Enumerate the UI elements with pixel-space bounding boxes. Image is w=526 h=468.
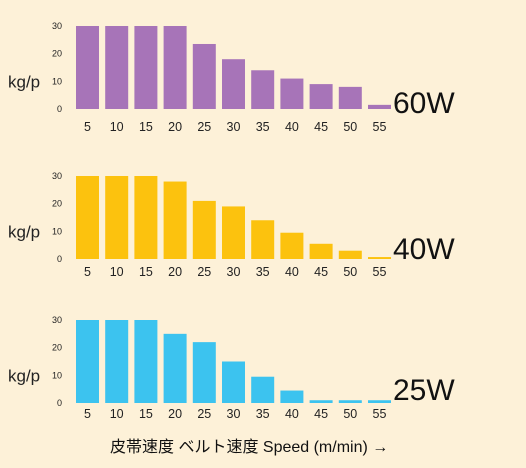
bar [280, 232, 304, 259]
x-tick-label: 45 [314, 265, 328, 279]
x-tick-label: 15 [139, 120, 153, 134]
chart-panel-25W: kg/p 0 10 20 30 5 10 15 20 25 30 35 40 45 50 55 25W [8, 315, 455, 421]
bar [163, 333, 187, 403]
x-tick-label: 15 [139, 407, 153, 421]
x-tick-label: 20 [168, 265, 182, 279]
bar [105, 320, 129, 403]
y-tick-label: 20 [52, 343, 62, 353]
x-tick-label: 35 [256, 120, 270, 134]
bar [134, 176, 158, 259]
wattage-label: 60W [393, 87, 455, 120]
bar [222, 206, 245, 259]
wattage-label: 25W [393, 374, 455, 407]
x-tick-label: 50 [343, 120, 357, 134]
bar [251, 220, 275, 259]
bar [309, 400, 333, 403]
x-tick-label: 45 [314, 120, 328, 134]
chart-panel-60W: kg/p 0 10 20 30 5 10 15 20 25 30 35 40 45 50 55 60W [8, 21, 455, 134]
bar [251, 376, 275, 403]
bar [105, 26, 129, 109]
y-tick-label: 20 [52, 199, 62, 209]
x-tick-label: 5 [84, 120, 91, 134]
x-tick-label: 50 [343, 407, 357, 421]
x-tick-label: 25 [197, 265, 211, 279]
bar [338, 250, 362, 259]
bar [368, 257, 391, 259]
bar [368, 104, 391, 109]
x-tick-label: 25 [197, 407, 211, 421]
x-tick-label: 30 [227, 120, 241, 134]
bar [192, 200, 216, 259]
y-tick-label: 20 [52, 49, 62, 59]
x-tick-label: 45 [314, 407, 328, 421]
x-tick-label: 20 [168, 407, 182, 421]
bar [251, 70, 275, 109]
bar [222, 361, 245, 403]
bar [309, 243, 333, 259]
x-tick-label: 15 [139, 265, 153, 279]
y-tick-label: 10 [52, 226, 62, 236]
x-tick-label: 25 [197, 120, 211, 134]
bar [134, 26, 158, 109]
x-tick-label: 55 [373, 265, 387, 279]
bar [280, 78, 304, 109]
x-tick-label: 30 [227, 407, 241, 421]
y-axis-label: kg/p [8, 73, 40, 92]
bar [76, 176, 99, 259]
y-tick-label: 10 [52, 370, 62, 380]
x-tick-label: 35 [256, 407, 270, 421]
x-tick-label: 30 [227, 265, 241, 279]
x-tick-label: 40 [285, 407, 299, 421]
bar [163, 26, 187, 109]
x-tick-label: 40 [285, 120, 299, 134]
y-tick-label: 0 [57, 104, 62, 114]
bar [368, 400, 391, 403]
x-tick-label: 10 [110, 407, 124, 421]
x-tick-label: 5 [84, 265, 91, 279]
bar [338, 400, 362, 403]
bar [163, 181, 187, 259]
y-tick-label: 30 [52, 171, 62, 181]
y-tick-label: 10 [52, 76, 62, 86]
y-axis-label: kg/p [8, 223, 40, 242]
chart-panel-40W: kg/p 0 10 20 30 5 10 15 20 25 30 35 40 45 50 55 40W [8, 171, 455, 279]
y-tick-label: 0 [57, 398, 62, 408]
bar [192, 43, 216, 109]
x-tick-label: 35 [256, 265, 270, 279]
x-tick-label: 20 [168, 120, 182, 134]
y-tick-label: 30 [52, 21, 62, 31]
bar [309, 84, 333, 109]
y-tick-label: 0 [57, 254, 62, 264]
bar [280, 390, 304, 403]
bar [76, 320, 99, 403]
x-tick-label: 10 [110, 120, 124, 134]
bar [105, 176, 129, 259]
x-tick-label: 55 [373, 407, 387, 421]
y-tick-label: 30 [52, 315, 62, 325]
x-tick-label: 5 [84, 407, 91, 421]
x-tick-label: 50 [343, 265, 357, 279]
x-tick-label: 40 [285, 265, 299, 279]
bar [134, 320, 158, 403]
x-tick-label: 55 [373, 120, 387, 134]
bar [76, 26, 99, 109]
bar [222, 59, 245, 109]
y-axis-label: kg/p [8, 367, 40, 386]
wattage-label: 40W [393, 233, 455, 266]
x-axis-title: 皮帯速度 ベルト速度 Speed (m/min) → [110, 438, 388, 456]
bar [338, 86, 362, 109]
x-tick-label: 10 [110, 265, 124, 279]
bar [192, 342, 216, 403]
